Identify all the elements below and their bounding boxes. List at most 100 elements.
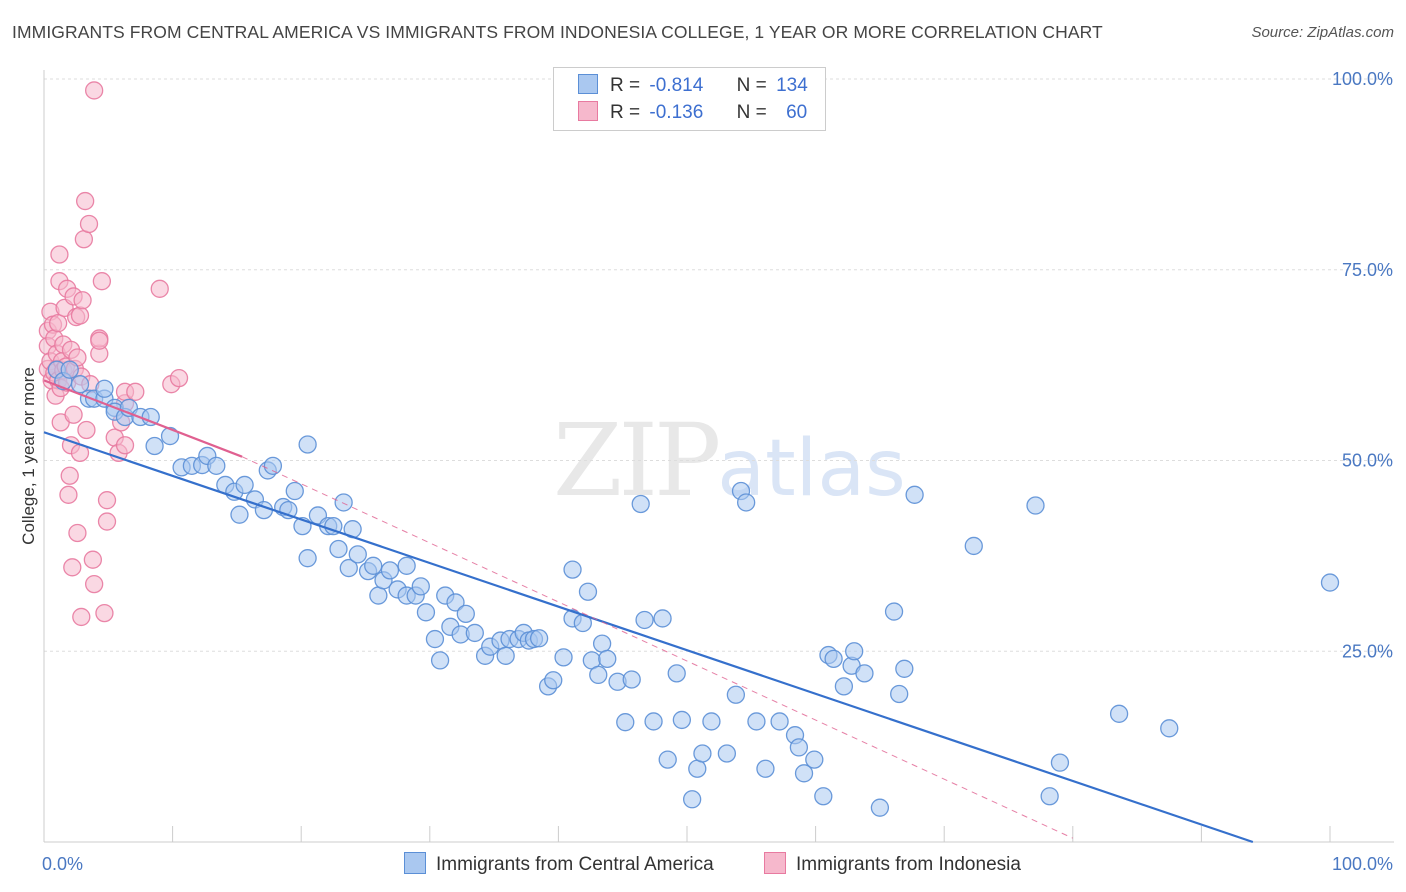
indonesia-point [63, 558, 82, 577]
chart-title: IMMIGRANTS FROM CENTRAL AMERICA VS IMMIG… [12, 22, 1103, 42]
source-credit: Source: ZipAtlas.com [1251, 24, 1394, 41]
central-america-point [964, 536, 983, 556]
legend-r-label: R = [610, 75, 641, 96]
central-america-point [653, 609, 672, 628]
indonesia-point [169, 368, 189, 388]
indonesia-point [72, 607, 91, 627]
central-america-point [789, 738, 809, 757]
central-america-point [1040, 787, 1059, 806]
legend-n-value: 134 [776, 75, 808, 96]
central-america-point [425, 629, 445, 649]
indonesia-point [83, 550, 103, 569]
central-america-point [1109, 704, 1129, 723]
central-america-point [563, 560, 582, 579]
legend-item-central-america: Immigrants from Central America [404, 852, 714, 876]
central-america-point [285, 481, 304, 501]
central-america-point [456, 604, 475, 624]
indonesia-point [59, 485, 78, 504]
legend-swatch-pink [578, 101, 598, 121]
central-america-point [890, 684, 909, 704]
central-america-point [95, 379, 114, 398]
central-america-point [598, 649, 617, 669]
indonesia-point [73, 291, 92, 310]
central-america-point [682, 790, 702, 809]
central-america-point [207, 456, 226, 475]
central-america-point [263, 456, 283, 475]
indonesia-point [48, 314, 68, 333]
central-america-point [329, 539, 348, 559]
central-america-point [70, 375, 90, 394]
y-axis-label: College, 1 year or more [19, 367, 38, 545]
central-america-point [747, 712, 766, 731]
y-tick-label: 25.0% [1342, 641, 1393, 661]
central-america-point [631, 494, 650, 514]
central-america-point [884, 602, 904, 621]
legend-n-value: 60 [786, 102, 808, 123]
central-america-point [702, 712, 721, 731]
central-america-point [667, 664, 686, 683]
indonesia-point [150, 279, 169, 298]
central-america-point [814, 787, 833, 806]
legend-r-value: -0.814 [649, 75, 704, 96]
indonesia-point [115, 436, 135, 455]
central-america-point [622, 670, 641, 689]
central-america-point [364, 556, 383, 575]
central-america-point [635, 610, 654, 630]
central-america-point [895, 659, 914, 678]
legend-swatch-blue [404, 852, 426, 874]
central-america-point [672, 710, 692, 730]
legend-label: Immigrants from Central America [436, 854, 714, 875]
central-america-trendline [43, 431, 1254, 844]
legend-item-indonesia: Immigrants from Indonesia [764, 852, 1021, 876]
central-america-point [824, 649, 843, 669]
central-america-point [578, 582, 598, 601]
central-america-point [60, 360, 79, 379]
indonesia-point [90, 331, 109, 350]
central-america-point [688, 759, 707, 778]
central-america-point [616, 713, 635, 732]
indonesia-point [76, 191, 95, 211]
central-america-point [397, 556, 416, 575]
legend-r-value: -0.136 [649, 102, 704, 123]
indonesia-point [97, 491, 117, 510]
legend-n-label: N = [736, 102, 767, 123]
central-america-point [1026, 496, 1045, 515]
central-america-point [644, 712, 663, 731]
central-america-point [845, 642, 864, 661]
indonesia-trendline-extension [241, 456, 1074, 839]
indonesia-point [64, 405, 83, 424]
central-america-point [592, 634, 612, 653]
central-america-point [905, 485, 924, 504]
central-america-point [805, 750, 824, 769]
central-america-point [380, 561, 400, 580]
central-america-point [416, 603, 436, 622]
central-america-point [737, 493, 756, 512]
central-america-point [770, 712, 789, 731]
y-tick-label: 50.0% [1342, 451, 1393, 471]
y-tick-labels: 25.0% 50.0% 75.0% 100.0% [1332, 69, 1393, 661]
central-america-point [834, 677, 854, 696]
axes [43, 70, 1394, 843]
indonesia-point [79, 214, 99, 234]
legend-swatch-blue [578, 74, 598, 94]
legend-label: Immigrants from Indonesia [796, 854, 1021, 875]
legend-r-label: R = [610, 102, 641, 123]
central-america-point [529, 629, 549, 648]
central-america-point [411, 577, 430, 596]
central-america-point [339, 558, 358, 578]
central-america-point [794, 764, 814, 783]
central-america-point [554, 648, 573, 667]
x-ticks [43, 826, 1331, 842]
central-america-point [658, 750, 677, 769]
central-america-point [1050, 753, 1070, 772]
indonesia-point [85, 574, 104, 594]
indonesia-point [92, 272, 112, 291]
central-america-point [726, 685, 746, 704]
central-america-point [145, 436, 164, 456]
central-america-points [47, 360, 1340, 817]
central-america-point [544, 671, 563, 690]
indonesia-point [70, 306, 90, 325]
x-tick-labels: 0.0% 100.0% [42, 854, 1393, 874]
indonesia-point [60, 466, 79, 485]
central-america-point [160, 426, 180, 446]
